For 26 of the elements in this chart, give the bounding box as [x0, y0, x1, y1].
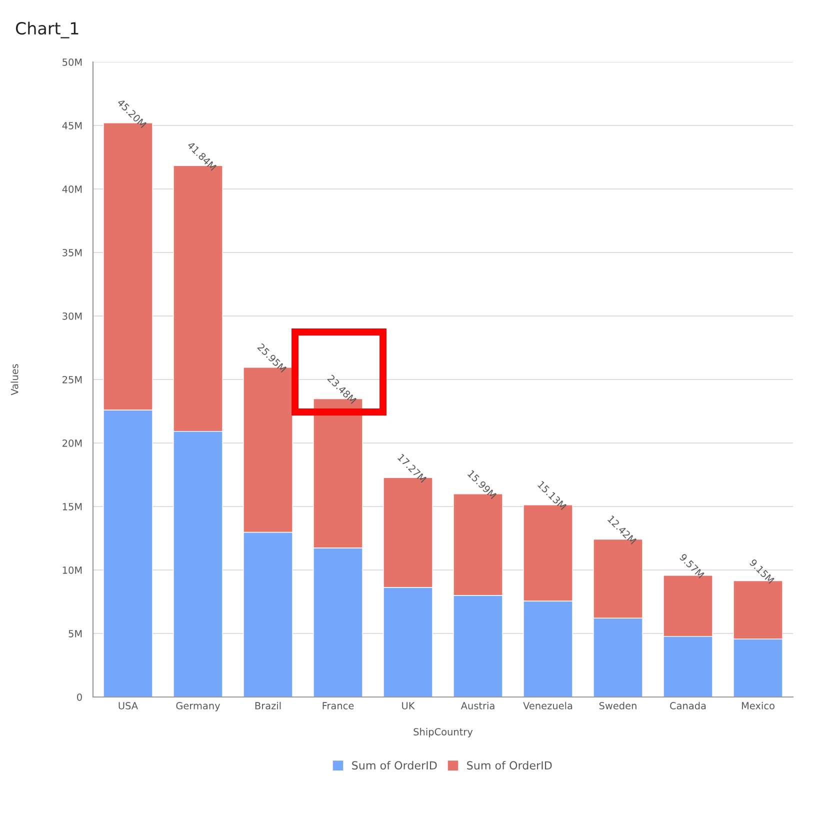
x-tick-label: Canada [670, 702, 706, 710]
y-tick-label: 30M [62, 312, 82, 320]
y-tick-label: 45M [62, 122, 82, 130]
y-tick-label: 20M [62, 439, 82, 447]
x-tick-label: Austria [460, 702, 494, 710]
y-tick-label: 0 [77, 693, 82, 701]
x-tick-label: Germany [176, 702, 220, 712]
y-tick-label: 15M [62, 503, 82, 510]
y-tick-label: 50M [62, 58, 82, 66]
y-tick-label: 25M [62, 376, 82, 384]
legend-label: Sum of OrderID [467, 760, 552, 770]
x-tick-label: Mexico [742, 702, 774, 710]
legend-label: Sum of OrderID [352, 760, 437, 770]
y-tick-label: 40M [62, 185, 82, 193]
x-tick-label: Venezuela [523, 702, 572, 710]
chart-title: Chart_1 [16, 22, 78, 38]
x-tick-label: Sweden [599, 702, 636, 710]
x-axis-title: ShipCountry [414, 728, 473, 738]
y-tick-label: 10M [62, 566, 82, 574]
y-tick-label: 5M [68, 630, 82, 638]
y-tick-label: 35M [62, 248, 82, 256]
x-tick-label: Brazil [255, 702, 281, 710]
x-tick-label: USA [118, 702, 138, 710]
x-tick-label: UK [402, 702, 415, 710]
y-axis-title: Values [10, 364, 18, 396]
x-tick-label: France [322, 702, 354, 710]
